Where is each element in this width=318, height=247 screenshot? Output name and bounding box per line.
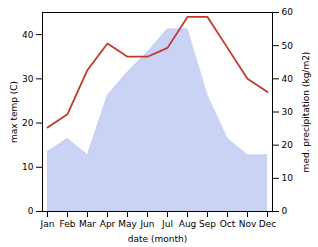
svg-text:Jul: Jul bbox=[161, 219, 173, 229]
svg-text:20: 20 bbox=[282, 140, 294, 150]
svg-text:Sep: Sep bbox=[199, 219, 216, 229]
svg-text:Jan: Jan bbox=[40, 219, 55, 229]
svg-text:Jun: Jun bbox=[139, 219, 154, 229]
svg-text:60: 60 bbox=[282, 7, 294, 17]
svg-text:0: 0 bbox=[28, 206, 34, 216]
svg-text:30: 30 bbox=[282, 107, 294, 117]
svg-text:May: May bbox=[118, 219, 137, 229]
svg-text:10: 10 bbox=[282, 173, 294, 183]
svg-text:Apr: Apr bbox=[100, 219, 116, 229]
svg-text:Dec: Dec bbox=[259, 219, 276, 229]
svg-text:10: 10 bbox=[22, 162, 34, 172]
svg-text:Mar: Mar bbox=[79, 219, 96, 229]
svg-text:max temp (C): max temp (C) bbox=[9, 81, 19, 143]
svg-text:Aug: Aug bbox=[179, 219, 197, 229]
svg-text:20: 20 bbox=[22, 118, 34, 128]
svg-text:Oct: Oct bbox=[220, 219, 236, 229]
svg-text:Feb: Feb bbox=[60, 219, 76, 229]
svg-text:date (month): date (month) bbox=[128, 234, 187, 244]
svg-text:0: 0 bbox=[282, 206, 288, 216]
svg-text:med. precipitation (kg/m2): med. precipitation (kg/m2) bbox=[301, 52, 311, 173]
svg-text:40: 40 bbox=[282, 74, 294, 84]
svg-text:50: 50 bbox=[282, 41, 294, 51]
svg-text:30: 30 bbox=[22, 74, 34, 84]
svg-text:40: 40 bbox=[22, 29, 34, 39]
svg-text:Nov: Nov bbox=[239, 219, 257, 229]
